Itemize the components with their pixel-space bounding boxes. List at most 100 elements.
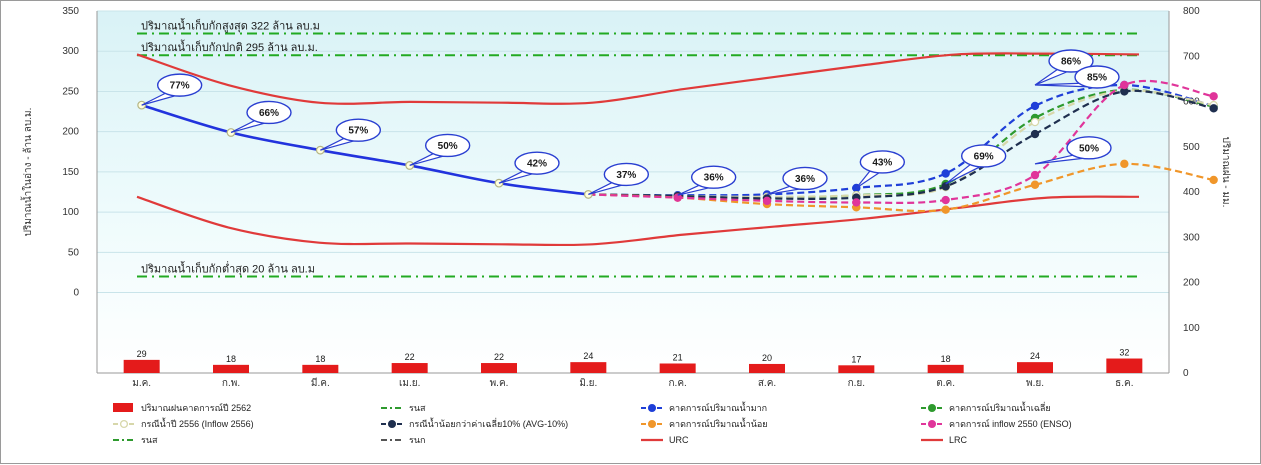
callout-bubble [960, 144, 1007, 168]
x-tick-label: เม.ย. [399, 378, 420, 389]
forecast-line [588, 79, 1214, 205]
legend-swatch [113, 403, 133, 412]
forecast-point [852, 198, 861, 207]
rainfall-bar-label: 29 [137, 349, 147, 359]
forecast-line [588, 89, 1214, 200]
callout-bubble [156, 73, 203, 97]
rainfall-bar-label: 24 [1030, 351, 1040, 361]
rainfall-bar [570, 362, 607, 373]
y-right-axis-title: ปริมาณฝน - มม. [1220, 137, 1231, 208]
rainfall-bar [123, 359, 160, 373]
grid-layer [97, 10, 1169, 294]
forecast-point [1030, 180, 1040, 189]
legend-label: รนส [141, 435, 158, 445]
legend-label: รนก [409, 435, 425, 445]
callout-label: 85% [1087, 73, 1107, 84]
forecast-point [1209, 92, 1218, 101]
callout-label: 42% [527, 159, 547, 170]
callout-label: 66% [259, 108, 279, 119]
callout-label: 86% [1061, 57, 1081, 68]
callout-bubble [1066, 136, 1112, 160]
axes-layer: 0501001502002503003500100200300400500600… [20, 6, 1231, 389]
y-right-tick-label: 500 [1183, 142, 1200, 153]
callout-bubble [514, 151, 560, 175]
rainfall-bar [1017, 362, 1053, 373]
forecast-point [1209, 104, 1218, 113]
callout-label: 50% [438, 141, 458, 152]
y-left-tick-label: 200 [62, 127, 79, 138]
percent-callout: 36% [677, 165, 737, 196]
legend-label: กรณีน้ำปี 2556 (Inflow 2556) [141, 417, 254, 429]
legend-marker [387, 419, 397, 429]
legend-item: คาดการณ์ inflow 2550 (ENSO) [921, 418, 1072, 429]
rainfall-bar-label: 20 [762, 353, 772, 363]
rainfall-bar [213, 364, 249, 373]
legend-marker [647, 419, 657, 429]
y-left-tick-label: 100 [62, 207, 79, 218]
forecast-point [941, 195, 950, 205]
rainfall-bar-label: 32 [1119, 348, 1129, 358]
callout-bubble [246, 100, 292, 125]
rainfall-bar [749, 363, 785, 373]
legend-item: รนก [381, 435, 425, 445]
forecast-point [941, 169, 950, 178]
percent-callouts: 77% 66% 57% 50% 42% 37% 36% 36% 43% 69% 86% 85% 50% [141, 49, 1120, 196]
rainfall-bar-label: 18 [315, 354, 325, 364]
y-left-tick-label: 150 [62, 167, 79, 178]
y-right-tick-label: 700 [1183, 51, 1200, 62]
callout-bubble [690, 165, 737, 189]
y-right-tick-label: 300 [1183, 232, 1200, 243]
x-tick-label: ก.ค. [669, 378, 687, 389]
legend-label: คาดการณ์ inflow 2550 (ENSO) [949, 418, 1072, 429]
x-tick-label: ต.ค. [936, 378, 955, 389]
y-right-tick-label: 200 [1183, 278, 1200, 289]
legend-item: คาดการณ์ปริมาณน้ำน้อย [641, 417, 768, 429]
rainfall-bar-label: 22 [405, 352, 415, 362]
callout-label: 36% [795, 174, 815, 185]
percent-callout: 77% [141, 73, 203, 106]
rainfall-bar [1106, 358, 1143, 373]
y-left-tick-label: 250 [62, 86, 79, 97]
forecast-point [673, 193, 682, 202]
callout-label: 43% [872, 157, 892, 168]
callout-bubble [424, 133, 471, 158]
x-tick-label: มี.ค. [311, 377, 330, 389]
percent-callout: 69% [945, 144, 1007, 185]
reference-lines: ปริมาณน้ำเก็บกักสูงสุด 322 ล้าน ลบ.มปริม… [137, 18, 1139, 278]
percent-callout: 43% [855, 150, 906, 189]
x-tick-label: ก.ย. [848, 378, 865, 389]
legend-item: คาดการณ์ปริมาณน้ำมาก [641, 401, 767, 413]
callout-label: 69% [974, 151, 994, 162]
percent-callout: 86% [1034, 49, 1094, 86]
x-tick-label: พ.ค. [490, 378, 509, 389]
forecast-point [1209, 175, 1218, 185]
legend-label: รนส [409, 403, 426, 413]
legend-item: LRC [921, 435, 968, 445]
y-left-tick-label: 50 [68, 247, 80, 258]
rainfall-bar-label: 18 [941, 354, 951, 364]
forecast-line [588, 162, 1214, 213]
x-tick-label: พ.ย. [1026, 378, 1044, 389]
rainfall-bar [391, 363, 428, 373]
reference-line-label: ปริมาณน้ำเก็บกักปกติ 295 ล้าน ลบ.ม. [141, 39, 318, 54]
reference-line-label: ปริมาณน้ำเก็บกักสูงสุด 322 ล้าน ลบ.ม [141, 18, 320, 33]
legend-item: รนส [113, 435, 158, 445]
storage-series [137, 79, 1218, 214]
rainfall-bar-label: 17 [851, 354, 861, 364]
legend-label: กรณีน้ำน้อยกว่าค่าเฉลี่ย10% (AVG-10%) [409, 417, 568, 429]
y-right-tick-label: 800 [1183, 6, 1200, 17]
rainfall-bar [659, 363, 696, 373]
percent-callout: 85% [1034, 65, 1120, 89]
rainfall-bars: 29 18 18 22 22 24 21 20 17 18 24 32 [123, 348, 1143, 373]
forecast-point [941, 205, 950, 214]
forecast-point [941, 182, 950, 191]
rainfall-bar [927, 364, 964, 373]
x-tick-label: ธ.ค. [1115, 378, 1133, 389]
rainfall-bar [302, 364, 339, 373]
legend-item: กรณีน้ำปี 2556 (Inflow 2556) [113, 417, 254, 429]
legend-item: รนส [381, 403, 426, 413]
legend-item: คาดการณ์ปริมาณน้ำเฉลี่ย [921, 401, 1051, 413]
plot-background [97, 11, 1169, 373]
y-right-tick-label: 400 [1183, 187, 1200, 198]
